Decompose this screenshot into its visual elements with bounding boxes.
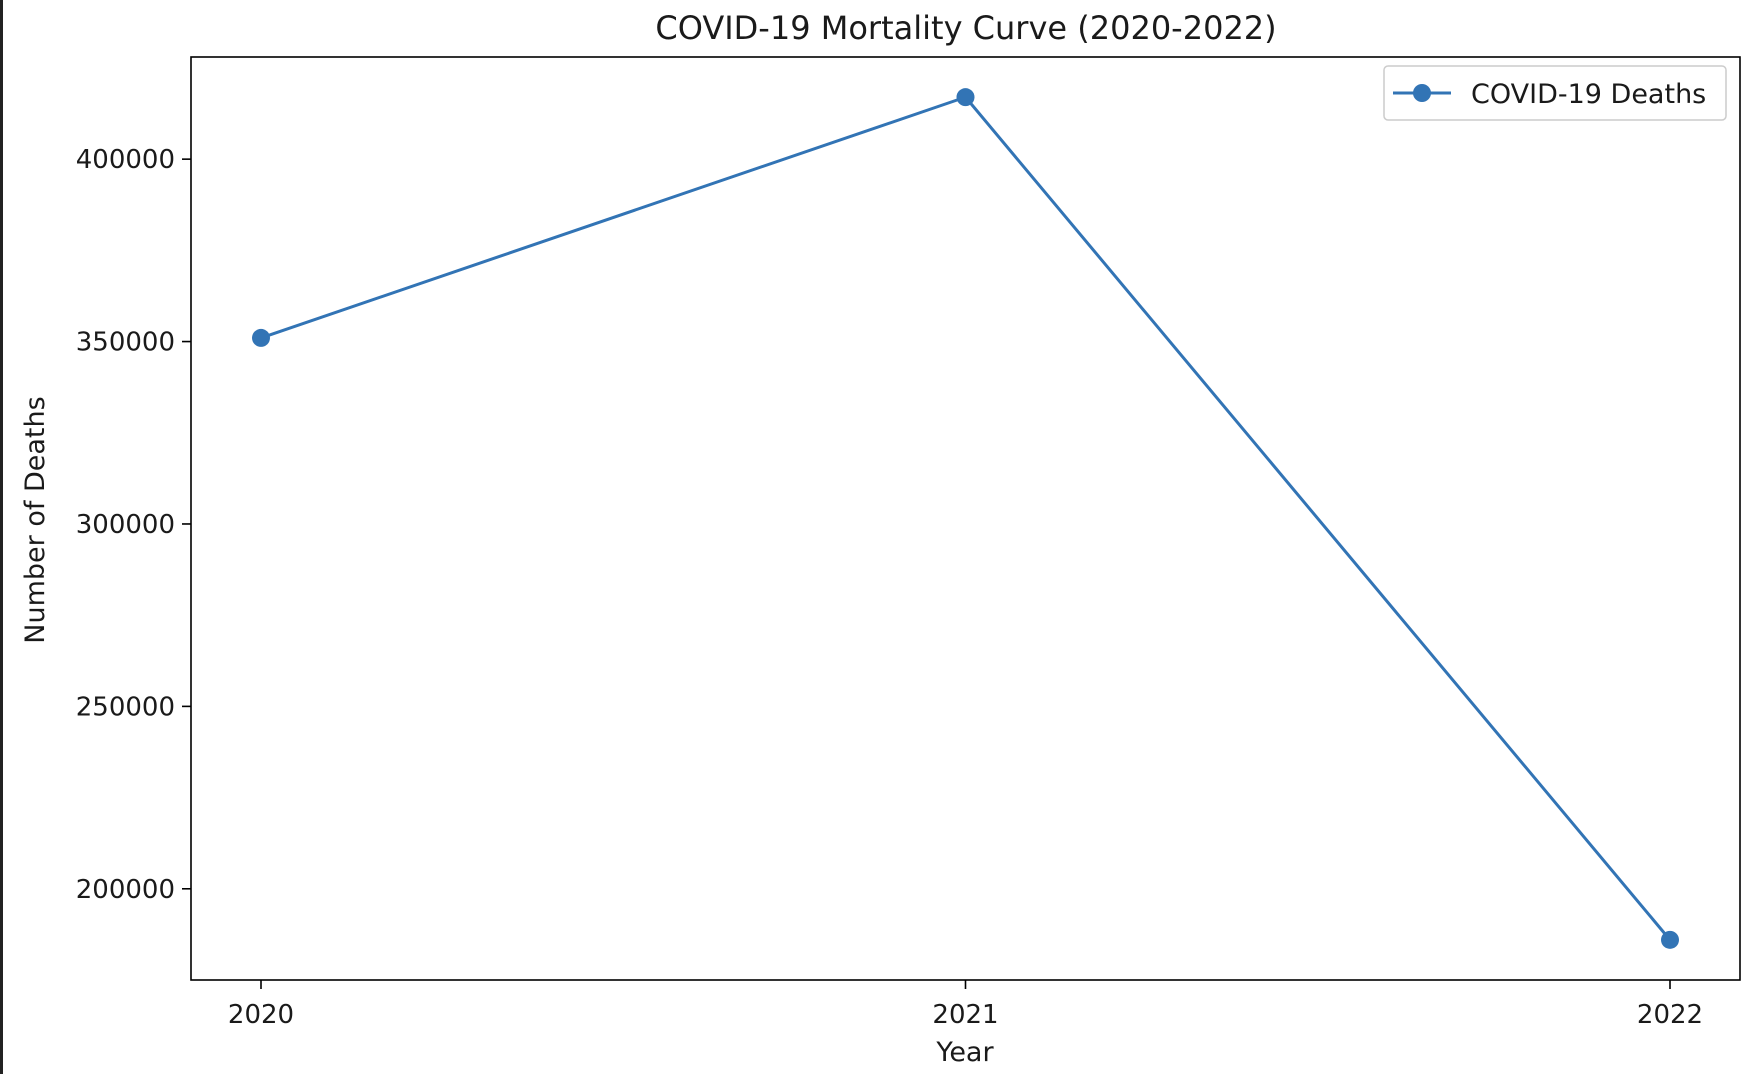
- y-axis-ticks: 200000 250000 300000 350000 400000: [76, 145, 191, 905]
- y-tick-label: 400000: [76, 145, 175, 175]
- data-point-marker: [252, 328, 270, 347]
- data-point-marker: [1661, 930, 1679, 949]
- chart-title: COVID-19 Mortality Curve (2020-2022): [655, 9, 1276, 47]
- series-layer: [252, 88, 1679, 949]
- x-tick-label: 2020: [228, 1000, 294, 1030]
- left-edge-border: [0, 0, 3, 1074]
- x-tick-label: 2022: [1637, 1000, 1703, 1030]
- y-axis-label: Number of Deaths: [20, 396, 51, 643]
- x-tick-label: 2021: [932, 1000, 998, 1030]
- y-tick-label: 300000: [76, 510, 175, 540]
- legend-entry-label: COVID-19 Deaths: [1471, 79, 1706, 110]
- y-tick-label: 200000: [76, 875, 175, 905]
- legend-box: [1383, 65, 1727, 121]
- data-point-marker: [956, 88, 975, 107]
- x-axis-label: Year: [935, 1037, 994, 1068]
- y-tick-label: 250000: [76, 692, 175, 722]
- legend-marker-swatch: [1413, 84, 1431, 102]
- x-axis-ticks: 2020 2021 2022: [228, 980, 1703, 1030]
- legend: COVID-19 Deaths: [1383, 65, 1727, 121]
- y-tick-label: 350000: [76, 328, 175, 358]
